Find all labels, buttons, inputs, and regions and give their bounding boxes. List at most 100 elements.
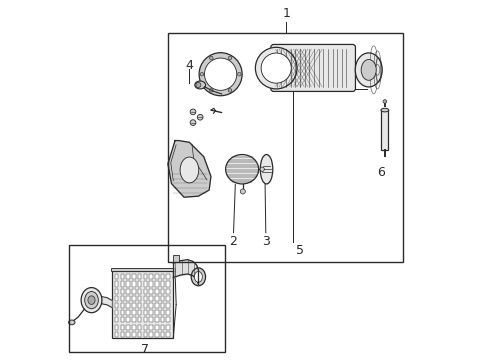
Bar (155, 282, 159, 287)
Ellipse shape (195, 81, 205, 89)
Bar (155, 289, 159, 294)
Bar (138, 274, 141, 279)
Polygon shape (168, 140, 211, 197)
Circle shape (197, 114, 203, 120)
Circle shape (228, 89, 232, 92)
Bar (126, 310, 130, 315)
Bar (115, 282, 119, 287)
Bar (161, 332, 164, 337)
Ellipse shape (88, 296, 95, 305)
Bar (149, 282, 153, 287)
Bar (126, 303, 130, 308)
Bar (167, 289, 170, 294)
Text: 6: 6 (377, 166, 385, 179)
Bar (132, 296, 136, 301)
Bar (126, 324, 130, 329)
Bar (138, 303, 141, 308)
Bar (144, 282, 147, 287)
Bar (138, 289, 141, 294)
Bar (161, 289, 164, 294)
Bar (149, 310, 153, 315)
Bar (138, 282, 141, 287)
Bar (121, 296, 124, 301)
Circle shape (238, 72, 241, 76)
Bar (115, 332, 119, 337)
Bar (121, 332, 124, 337)
Text: 5: 5 (295, 244, 303, 257)
Bar (69, 244, 225, 352)
Ellipse shape (180, 157, 199, 183)
Circle shape (240, 189, 245, 194)
Bar (161, 274, 164, 279)
Bar (132, 274, 136, 279)
FancyBboxPatch shape (271, 44, 355, 91)
Text: 7: 7 (141, 343, 149, 356)
Bar (121, 289, 124, 294)
Bar (132, 303, 136, 308)
Bar (121, 324, 124, 329)
Bar (144, 289, 147, 294)
Circle shape (210, 89, 213, 92)
Bar (161, 303, 164, 308)
Bar (138, 310, 141, 315)
Bar (121, 303, 124, 308)
Circle shape (261, 53, 291, 83)
Text: 2: 2 (230, 234, 238, 248)
Bar (381, 110, 389, 149)
Ellipse shape (191, 268, 205, 286)
Text: 4: 4 (186, 59, 194, 72)
Bar (115, 318, 119, 322)
Bar (149, 303, 153, 308)
Bar (149, 332, 153, 337)
Bar (138, 332, 141, 337)
Bar (155, 274, 159, 279)
Bar (167, 274, 170, 279)
Bar (132, 310, 136, 315)
Bar (144, 296, 147, 301)
Ellipse shape (381, 108, 389, 112)
Bar (138, 296, 141, 301)
Bar (161, 310, 164, 315)
Bar (161, 324, 164, 329)
Bar (126, 318, 130, 322)
Circle shape (199, 53, 242, 96)
Bar (149, 318, 153, 322)
Bar (121, 310, 124, 315)
Bar (111, 268, 175, 271)
Bar (167, 318, 170, 322)
Ellipse shape (85, 292, 98, 309)
Bar (115, 324, 119, 329)
Bar (155, 303, 159, 308)
Bar (161, 318, 164, 322)
Bar (168, 33, 403, 262)
Bar (167, 296, 170, 301)
Circle shape (210, 56, 213, 60)
Circle shape (190, 120, 196, 126)
Circle shape (260, 167, 265, 171)
Bar (155, 296, 159, 301)
Bar (167, 282, 170, 287)
Bar (138, 324, 141, 329)
Bar (112, 271, 173, 338)
Bar (167, 303, 170, 308)
Bar (161, 282, 164, 287)
Bar (121, 282, 124, 287)
Bar (126, 332, 130, 337)
Text: 3: 3 (262, 234, 270, 248)
Bar (144, 318, 147, 322)
Ellipse shape (195, 271, 202, 282)
Bar (115, 303, 119, 308)
Bar (115, 310, 119, 315)
Ellipse shape (81, 288, 102, 313)
Ellipse shape (225, 154, 259, 184)
Bar (144, 310, 147, 315)
Bar (173, 255, 179, 262)
Circle shape (228, 56, 232, 60)
Ellipse shape (196, 82, 201, 87)
Bar (149, 296, 153, 301)
Circle shape (383, 100, 387, 103)
Bar (132, 318, 136, 322)
Bar (126, 296, 130, 301)
Bar (126, 282, 130, 287)
Bar (144, 303, 147, 308)
